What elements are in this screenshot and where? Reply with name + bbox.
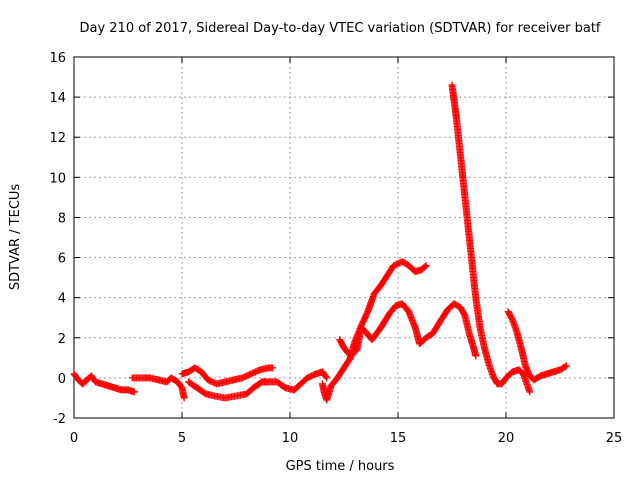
y-tick-label: 14 (49, 91, 66, 106)
data-point (322, 373, 330, 381)
series-segment-2 (128, 374, 188, 402)
y-tick-label: 10 (49, 171, 66, 186)
y-tick-label: 16 (49, 51, 66, 66)
series-segment-6 (336, 300, 480, 360)
x-axis-label: GPS time / hours (286, 459, 395, 474)
x-tick-label: 10 (282, 431, 299, 446)
y-axis-label: SDTVAR / TECUs (8, 184, 23, 291)
x-tick-label: 5 (178, 431, 186, 446)
series-segment-7 (448, 81, 534, 396)
x-tick-label: 15 (390, 431, 407, 446)
y-tick-label: 12 (49, 131, 66, 146)
data-point (526, 388, 534, 396)
grid (74, 57, 614, 418)
y-tick-label: 0 (58, 372, 66, 387)
data-point (323, 374, 331, 382)
data-point (269, 364, 277, 372)
y-tick-label: -2 (53, 412, 66, 427)
data-point (421, 263, 429, 271)
plot-frame (73, 56, 615, 419)
series-segment-1 (70, 370, 138, 396)
axis-ticks: 0 5 10 15 20 25 -2 0 2 4 6 8 10 12 14 16 (49, 51, 622, 446)
data-point (472, 352, 480, 360)
series-segment-3 (178, 364, 277, 388)
x-tick-label: 25 (606, 431, 623, 446)
data-point (561, 363, 569, 371)
y-tick-label: 8 (58, 211, 66, 226)
chart-title: Day 210 of 2017, Sidereal Day-to-day VTE… (79, 21, 600, 36)
data-point (562, 362, 570, 370)
data-point (130, 388, 138, 396)
x-tick-label: 20 (498, 431, 515, 446)
y-tick-label: 4 (58, 292, 66, 307)
data-point (422, 262, 430, 270)
data-point (180, 394, 188, 402)
y-tick-label: 6 (58, 252, 66, 267)
x-tick-label: 0 (70, 431, 78, 446)
series-segment-8 (504, 308, 570, 384)
data-points (70, 81, 570, 404)
series-segment-4 (184, 368, 331, 402)
y-tick-label: 2 (58, 332, 66, 347)
